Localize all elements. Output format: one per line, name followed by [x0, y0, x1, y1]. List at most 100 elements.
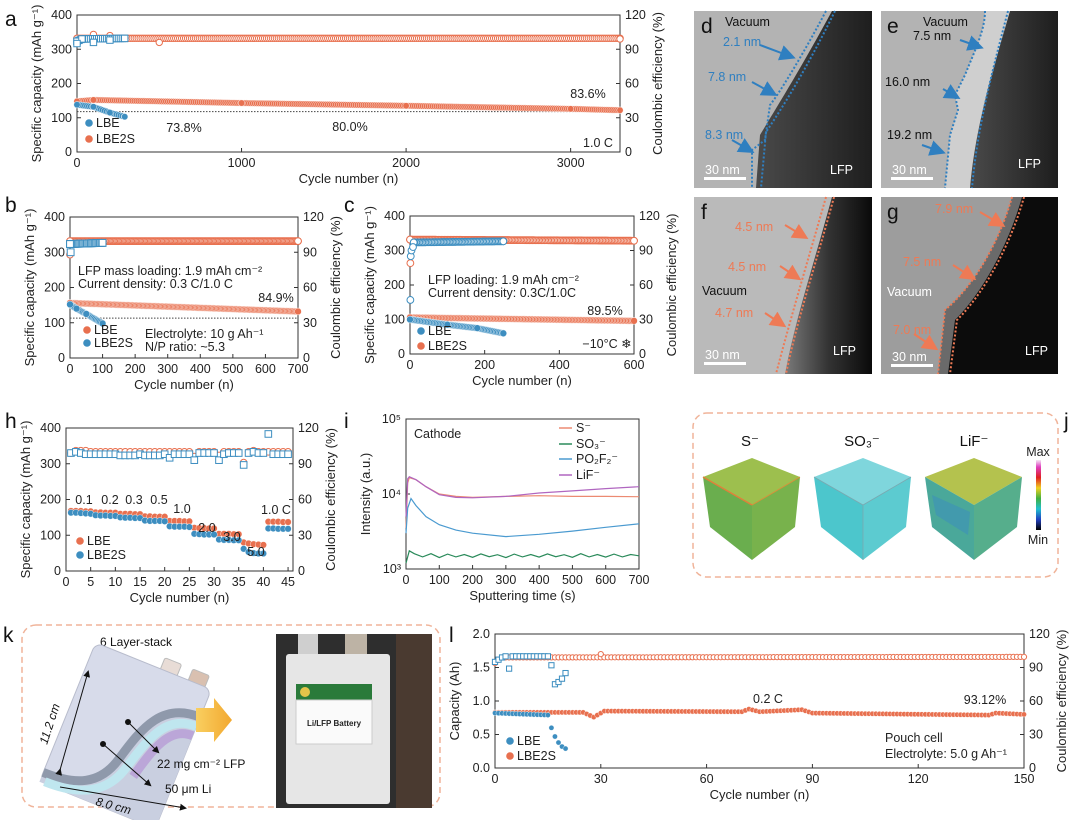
y2-tick-label: 0 [298, 564, 305, 578]
legend-label: LBE2S [517, 749, 556, 763]
x-tick-label: 0 [492, 772, 499, 786]
vacuum-label: Vacuum [887, 285, 932, 299]
thickness-label: 7.0 nm [893, 323, 931, 337]
legend-marker [417, 342, 425, 350]
y2-axis-title: Coulombic efficiency (%) [664, 214, 679, 357]
y2-tick-label: 60 [625, 77, 639, 91]
data-point [235, 536, 243, 544]
panel-letter-c: c [344, 194, 355, 217]
material-label: LFP [1018, 157, 1041, 171]
y2-tick-label: 120 [639, 209, 660, 223]
x-tick-label: 30 [207, 575, 221, 589]
x-tick-label: 60 [700, 772, 714, 786]
data-point [82, 310, 90, 318]
x-tick-label: 0 [74, 156, 81, 170]
annotation: N/P ratio: ~5.3 [145, 340, 225, 354]
data-point [161, 517, 169, 525]
y2-tick-label: 0 [625, 145, 632, 159]
panel-letter-h: h [5, 410, 17, 433]
data-point [443, 321, 451, 329]
x-axis-title: Cycle number (n) [130, 590, 230, 605]
x-tick-label: 300 [495, 573, 516, 587]
x-tick-label: 0 [63, 575, 70, 589]
legend-label: LBE [87, 534, 111, 548]
annotation: 2.0 [198, 521, 215, 535]
y-tick-label: 300 [40, 457, 61, 471]
arrow-icon [784, 223, 809, 240]
x-tick-label: 200 [462, 573, 483, 587]
data-point [630, 317, 638, 325]
data-point [473, 324, 481, 332]
material-label: LFP [833, 344, 856, 358]
tem-image-d: d Vacuum 2.1 nm 7.8 nm 8.3 nm 30 nm LFP [694, 10, 872, 189]
y2-tick-label: 60 [1029, 694, 1043, 708]
annotation: Electrolyte: 10 g Ah⁻¹ [145, 327, 263, 341]
x-tick-label: 35 [232, 575, 246, 589]
data-point-square [259, 449, 268, 457]
y-tick-label: 2.0 [473, 627, 490, 641]
anode-pointer [102, 743, 152, 787]
series-line [405, 497, 640, 538]
panel-letter-g: g [887, 201, 899, 224]
thickness-label: 4.5 nm [728, 260, 766, 274]
x-tick-label: 700 [629, 573, 650, 587]
y2-tick-label: 30 [1029, 728, 1043, 742]
thickness-label: 7.9 nm [935, 202, 973, 216]
data-point-open [616, 35, 624, 43]
y-tick-label: 200 [51, 77, 72, 91]
thickness-label: 8.3 nm [705, 128, 743, 142]
y2-tick-label: 120 [298, 421, 319, 435]
series-lbe2s-ce [73, 30, 624, 47]
data-point [284, 525, 292, 533]
x-tick-label: 5 [87, 575, 94, 589]
data-point-square [89, 38, 98, 47]
x-tick-label: 150 [1014, 772, 1035, 786]
y-tick-label: 0 [398, 347, 405, 361]
arrow-icon [959, 35, 984, 51]
y-tick-label: 300 [51, 42, 72, 56]
cube-so3 [813, 458, 912, 560]
y-tick-label: 400 [44, 210, 65, 224]
data-point-square [66, 248, 75, 257]
data-point-open [409, 243, 417, 251]
y2-tick-label: 60 [303, 281, 317, 295]
x-tick-label: 90 [805, 772, 819, 786]
legend-marker [83, 339, 91, 347]
y2-tick-label: 90 [303, 245, 317, 259]
x-tick-label: 300 [157, 362, 178, 376]
series-po-f- [405, 497, 640, 538]
x-tick-label: 100 [92, 362, 113, 376]
scale-bar [891, 364, 933, 367]
scale-bar-label: 30 nm [892, 350, 927, 364]
scale-bar-label: 30 nm [705, 163, 740, 177]
annotation: 83.6% [570, 87, 605, 101]
x-axis-title: Cycle number (n) [472, 373, 572, 388]
x-tick-label: 100 [429, 573, 450, 587]
panel-letter-j: j [1063, 410, 1069, 433]
y-tick-label: 100 [40, 528, 61, 542]
sei-outer-boundary [751, 10, 827, 188]
y2-axis-title: Coulombic efficiency (%) [328, 216, 343, 359]
x-tick-label: 3000 [557, 156, 585, 170]
thickness-label: 7.5 nm [903, 255, 941, 269]
colorbar-min-label: Min [1028, 533, 1048, 547]
data-point [240, 545, 248, 553]
data-point-square [78, 35, 86, 43]
x-tick-label: 200 [474, 358, 495, 372]
data-point-square [106, 36, 114, 44]
legend-label: LBE [94, 323, 118, 337]
y2-tick-label: 30 [298, 528, 312, 542]
data-point-open [406, 259, 415, 268]
series-so- [405, 549, 640, 564]
y-tick-label: 0 [65, 145, 72, 159]
annotation: 0.3 [125, 493, 142, 507]
data-point [499, 329, 507, 337]
scale-bar-label: 30 nm [892, 163, 927, 177]
series-lbe [66, 299, 302, 316]
data-point [402, 102, 410, 110]
y-tick-label: 0 [54, 564, 61, 578]
data-point-square [234, 449, 243, 457]
data-point [616, 106, 624, 114]
chart-a: 0 1000 2000 3000 0 100 200 300 400 0 30 60 90 120 Cycl… [29, 5, 665, 186]
data-point-open [294, 237, 302, 245]
